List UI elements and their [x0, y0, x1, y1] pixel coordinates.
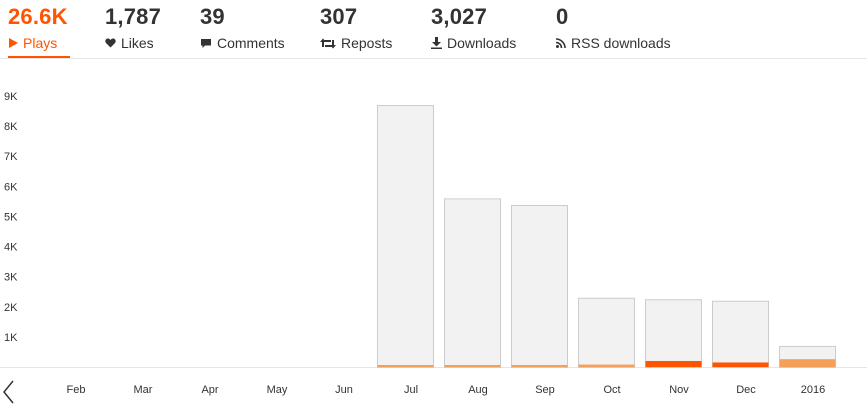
- heart-icon: [105, 38, 116, 48]
- y-tick-label: 4K: [4, 242, 18, 254]
- comments-label: Comments: [217, 35, 285, 51]
- stat-tab-likes[interactable]: 1,787 Likes: [105, 0, 175, 58]
- bar-total-plays[interactable]: [377, 105, 434, 369]
- x-tick-label: Jun: [335, 384, 353, 396]
- y-tick-label: 7K: [4, 151, 18, 163]
- stat-tab-reposts[interactable]: 307 Reposts: [320, 0, 400, 58]
- y-axis: 1K 2K 3K 4K 5K 6K 7K 8K 9K: [4, 91, 18, 344]
- stat-tab-plays[interactable]: 26.6K Plays: [8, 0, 70, 58]
- bar-segment-plays[interactable]: [779, 359, 836, 367]
- bar-total-plays[interactable]: [645, 299, 702, 368]
- downloads-count: 3,027: [431, 4, 488, 29]
- bar-total-plays[interactable]: [712, 300, 769, 368]
- x-tick-label: Feb: [67, 384, 86, 396]
- y-tick-label: 5K: [4, 211, 18, 223]
- comments-label-wrap: Comments: [200, 35, 285, 51]
- bar-total-plays[interactable]: [511, 205, 568, 368]
- reposts-label: Reposts: [341, 35, 393, 51]
- downloads-label-wrap: Downloads: [431, 35, 516, 51]
- chart-prev-button[interactable]: [2, 379, 16, 405]
- x-tick-label: Mar: [134, 384, 153, 396]
- likes-count: 1,787: [105, 4, 162, 29]
- bar-segment-plays[interactable]: [377, 365, 434, 367]
- bar-segment-plays[interactable]: [712, 362, 769, 367]
- plays-chart: 1K 2K 3K 4K 5K 6K 7K 8K 9K Feb Mar Apr May Jun Jul Aug…: [0, 58, 867, 409]
- bar-total-plays[interactable]: [444, 198, 501, 368]
- chart-bars: [377, 105, 836, 369]
- bar-total-plays[interactable]: [578, 297, 635, 368]
- y-tick-label: 8K: [4, 121, 18, 133]
- rss-icon: [556, 38, 566, 48]
- reposts-label-wrap: Reposts: [320, 35, 392, 51]
- plays-count: 26.6K: [8, 4, 68, 29]
- y-tick-label: 6K: [4, 181, 18, 193]
- plays-label-wrap: Plays: [8, 35, 57, 51]
- comment-icon: [201, 38, 211, 48]
- bar-segment-plays[interactable]: [511, 365, 568, 367]
- chevron-left-icon: [3, 380, 14, 404]
- bar-segment-plays[interactable]: [444, 365, 501, 367]
- comments-count: 39: [200, 4, 225, 29]
- bar-segment-plays[interactable]: [645, 360, 702, 367]
- plays-label: Plays: [23, 35, 58, 51]
- stats-tabs: 26.6K Plays 1,787 Likes 39 Comments 307: [0, 0, 867, 59]
- x-tick-label: Aug: [468, 384, 488, 396]
- rss-downloads-count: 0: [556, 4, 569, 29]
- x-tick-label: 2016: [801, 384, 825, 396]
- download-icon: [431, 37, 442, 49]
- x-axis: Feb Mar Apr May Jun Jul Aug Sep Oct Nov Dec 2016: [67, 384, 826, 396]
- stat-tab-rss-downloads[interactable]: 0 RSS downloads: [556, 0, 681, 58]
- x-tick-label: Nov: [669, 384, 689, 396]
- play-icon: [9, 38, 18, 48]
- y-tick-label: 1K: [4, 332, 18, 344]
- x-tick-label: May: [267, 384, 288, 396]
- x-tick-label: Dec: [736, 384, 756, 396]
- downloads-label: Downloads: [447, 35, 517, 51]
- y-tick-label: 9K: [4, 91, 18, 103]
- bar-segment-plays[interactable]: [578, 364, 635, 367]
- reposts-count: 307: [320, 4, 358, 29]
- x-tick-label: Jul: [404, 384, 418, 396]
- likes-label: Likes: [121, 35, 154, 51]
- rss-downloads-label-wrap: RSS downloads: [556, 35, 671, 51]
- x-tick-label: Oct: [603, 384, 620, 396]
- rss-downloads-label: RSS downloads: [571, 35, 671, 51]
- likes-label-wrap: Likes: [105, 35, 154, 51]
- repost-icon: [320, 38, 336, 48]
- x-tick-label: Apr: [201, 384, 218, 396]
- y-tick-label: 3K: [4, 272, 18, 284]
- y-tick-label: 2K: [4, 302, 18, 314]
- stat-tab-comments[interactable]: 39 Comments: [200, 0, 295, 58]
- x-tick-label: Sep: [535, 384, 555, 396]
- plays-bar-chart: 1K 2K 3K 4K 5K 6K 7K 8K 9K Feb Mar Apr May Jun Jul Aug…: [0, 91, 867, 396]
- stat-tab-downloads[interactable]: 3,027 Downloads: [431, 0, 526, 58]
